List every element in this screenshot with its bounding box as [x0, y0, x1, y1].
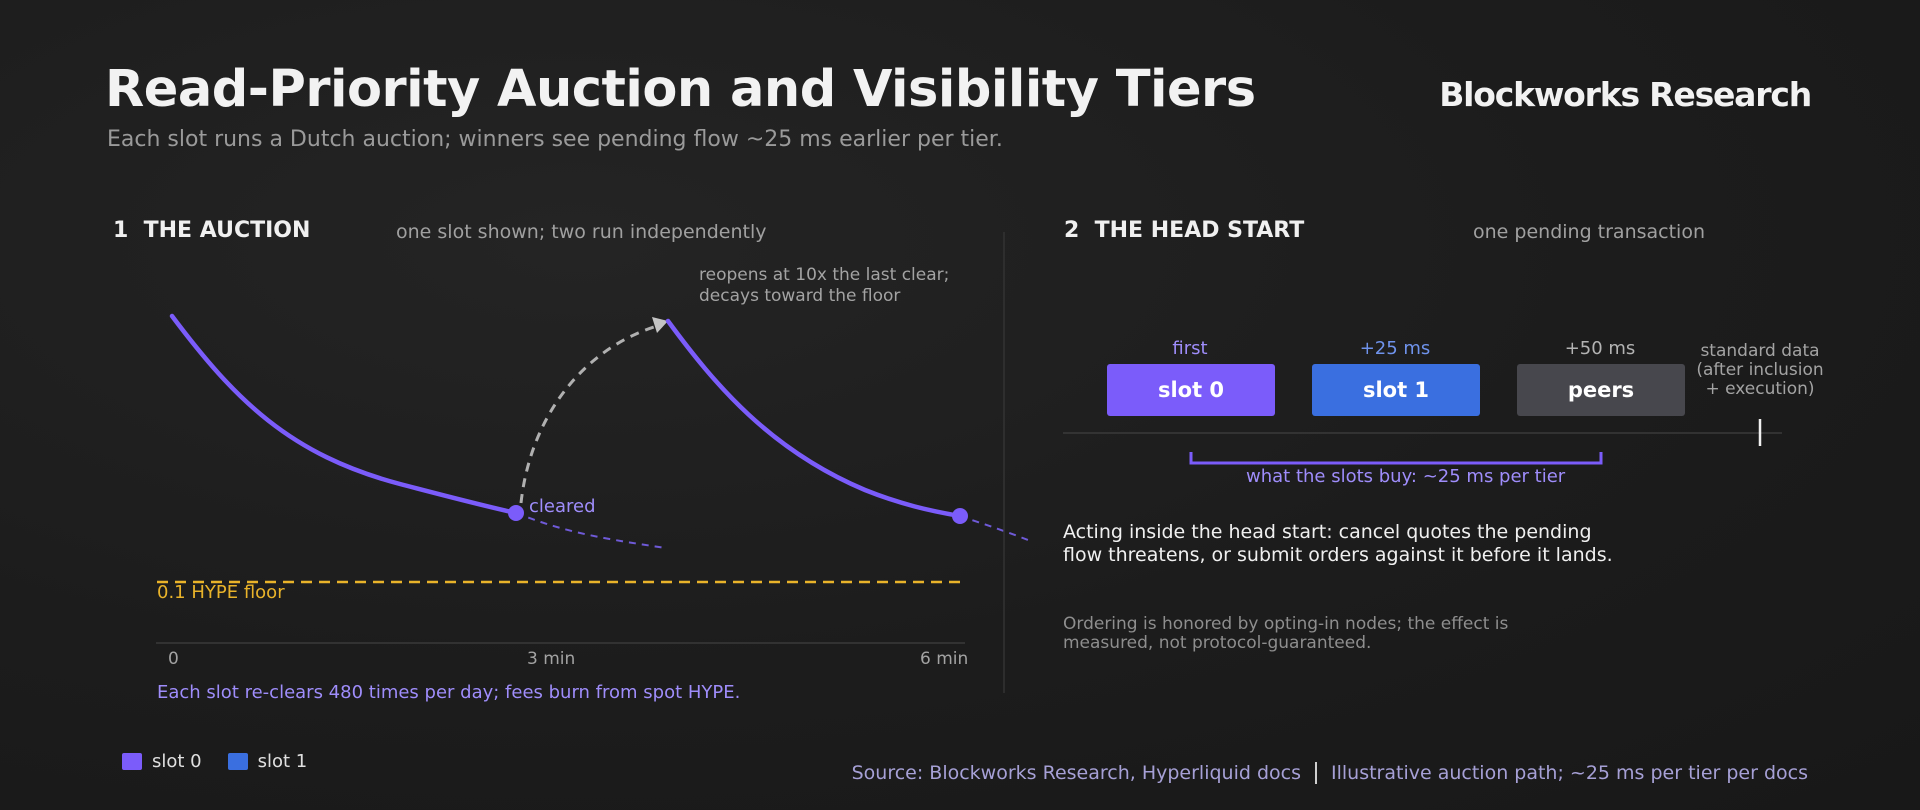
legend: slot 0 slot 1: [122, 751, 307, 772]
action-text: Acting inside the head start: cancel quo…: [1063, 521, 1613, 567]
auction-continuation-dashed: [515, 512, 667, 549]
bracket-label: what the slots buy: ~25 ms per tier: [1246, 466, 1566, 487]
legend-label-slot-0: slot 0: [152, 751, 202, 772]
reopen-note: reopens at 10x the last clear; decays to…: [699, 265, 949, 307]
x-tick-6min: 6 min: [920, 649, 969, 669]
ordering-note-line-2: measured, not protocol-guaranteed.: [1063, 633, 1372, 653]
tier-box-slot-1: slot 1: [1312, 364, 1480, 416]
x-tick-0: 0: [168, 649, 179, 669]
standard-data-line-2: (after inclusion: [1696, 360, 1824, 380]
tier-timing-slot-1: +25 ms: [1359, 338, 1431, 359]
auction-continuation-dashed-2: [959, 515, 1029, 541]
head-start-section-title: 2 THE HEAD START: [1064, 218, 1304, 243]
auction-decay-curve-1: [169, 313, 519, 516]
slots-bracket: [1189, 452, 1603, 465]
page-subtitle: Each slot runs a Dutch auction; winners …: [107, 127, 1003, 152]
standard-data-label: standard data (after inclusion + executi…: [1680, 342, 1840, 399]
standard-data-line-3: + execution): [1705, 379, 1815, 399]
ordering-note-line-1: Ordering is honored by opting-in nodes; …: [1063, 614, 1509, 634]
legend-swatch-slot-0: [122, 753, 142, 770]
source-text: Source: Blockworks Research, Hyperliquid…: [851, 762, 1301, 784]
head-start-section-subtitle: one pending transaction: [1473, 221, 1705, 243]
auction-footnote: Each slot re-clears 480 times per day; f…: [157, 682, 741, 703]
floor-label: 0.1 HYPE floor: [157, 582, 285, 603]
auction-section-number: 1: [113, 218, 129, 243]
tier-timing-slot-0: first: [1172, 338, 1208, 359]
ordering-note: Ordering is honored by opting-in nodes; …: [1063, 615, 1508, 653]
source-note: Illustrative auction path; ~25 ms per ti…: [1331, 762, 1808, 784]
cleared-point-1: [508, 505, 524, 521]
cleared-label: cleared: [529, 496, 596, 517]
auction-section-heading: THE AUCTION: [143, 218, 311, 243]
tier-timing-peers: +50 ms: [1564, 338, 1636, 359]
reopen-note-line-2: decays toward the floor: [699, 286, 901, 306]
legend-item-slot-0: slot 0: [122, 751, 202, 772]
action-text-line-1: Acting inside the head start: cancel quo…: [1063, 521, 1592, 543]
action-text-line-2: flow threatens, or submit orders against…: [1063, 544, 1613, 566]
auction-decay-curve-2: [665, 318, 963, 519]
head-start-section-number: 2: [1064, 218, 1080, 243]
auction-section-subtitle: one slot shown; two run independently: [396, 221, 767, 243]
source-line: Source: Blockworks Research, Hyperliquid…: [852, 762, 1808, 784]
head-start-section-heading: THE HEAD START: [1094, 218, 1305, 243]
legend-swatch-slot-1: [227, 753, 248, 770]
reopen-note-line-1: reopens at 10x the last clear;: [699, 265, 950, 285]
page-title: Read-Priority Auction and Visibility Tie…: [105, 60, 1256, 119]
source-separator: [1315, 762, 1317, 784]
reopen-arrow: [519, 324, 658, 504]
standard-data-line-1: standard data: [1700, 341, 1820, 361]
reopen-arrowhead: [652, 317, 668, 333]
tier-box-slot-0: slot 0: [1107, 364, 1275, 416]
tier-box-peers: peers: [1517, 364, 1685, 416]
x-tick-3min: 3 min: [527, 649, 576, 669]
legend-label-slot-1: slot 1: [257, 751, 308, 772]
brand-logo: Blockworks Research: [1439, 75, 1812, 114]
legend-item-slot-1: slot 1: [227, 751, 308, 772]
auction-section-title: 1 THE AUCTION: [113, 218, 310, 243]
cleared-point-2: [952, 508, 968, 524]
